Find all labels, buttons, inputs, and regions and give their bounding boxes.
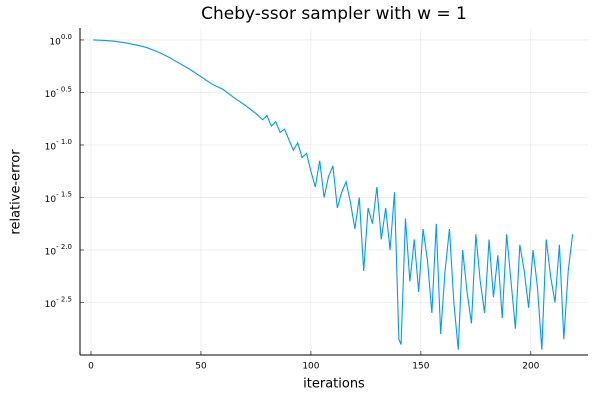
x-tick-label: 100: [302, 362, 319, 372]
x-axis-label: iterations: [303, 377, 365, 392]
x-tick-label: 150: [412, 362, 429, 372]
y-tick-label: 10- 1.0: [45, 138, 72, 153]
y-tick-label: 100.0: [49, 33, 72, 48]
data-line: [93, 39, 574, 350]
y-tick-label: 10- 1.5: [45, 190, 72, 205]
x-tick-label: 50: [195, 362, 207, 372]
chart-title: Cheby-ssor sampler with w = 1: [201, 4, 467, 24]
x-tick-label: 200: [522, 362, 539, 372]
y-tick-label: 10- 0.5: [45, 85, 72, 100]
y-tick-label: 10- 2.0: [45, 243, 72, 258]
y-tick-label: 10- 2.5: [45, 295, 72, 310]
y-axis-label: relative-error: [9, 149, 24, 235]
x-tick-label: 0: [88, 362, 94, 372]
